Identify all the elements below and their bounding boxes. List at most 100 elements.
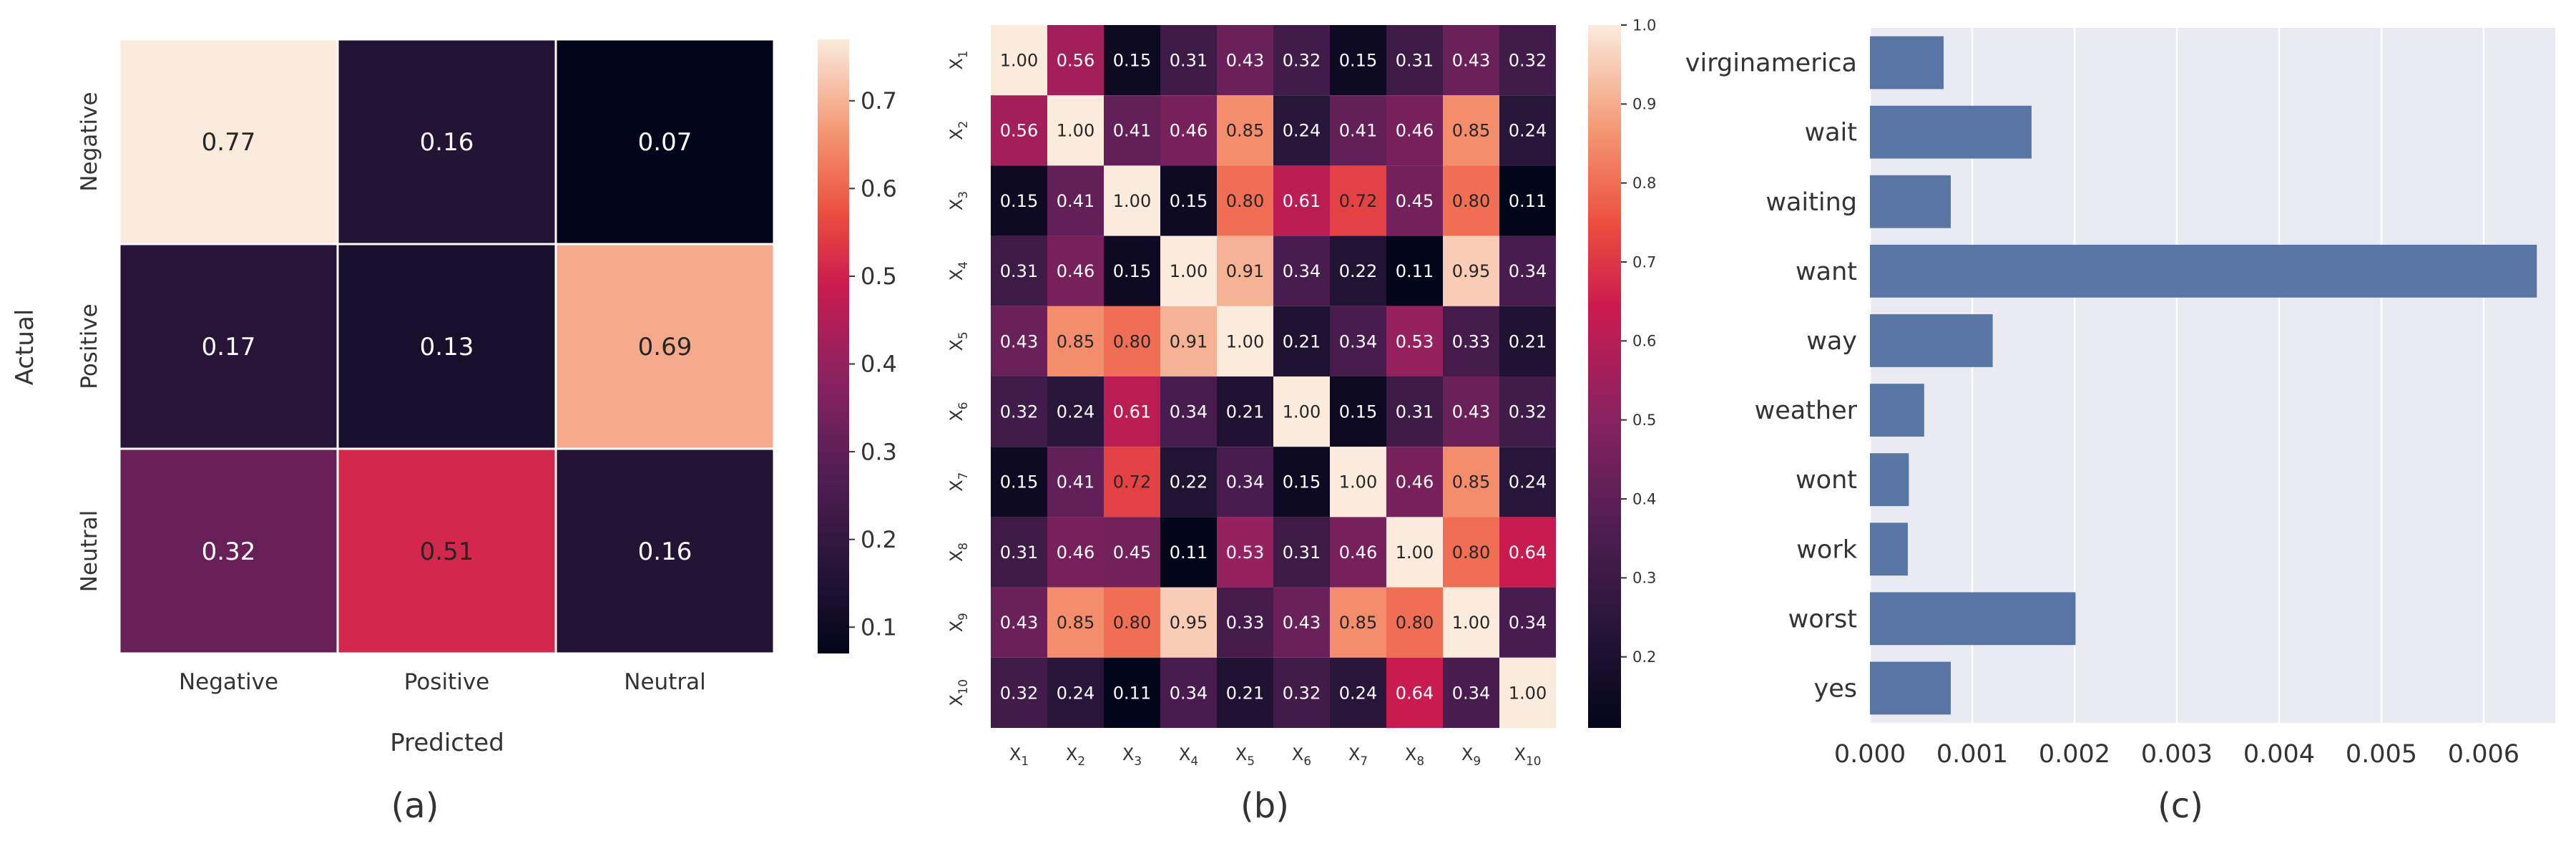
correlation-matrix-colorbar	[1588, 25, 1621, 728]
heatmap-cell	[1330, 25, 1386, 96]
cell-value-label: 0.80	[1452, 191, 1490, 211]
heatmap-cell	[1499, 306, 1556, 376]
heatmap-cell	[1443, 306, 1499, 376]
panel-label-b: (b)	[1240, 786, 1289, 826]
heatmap-cell	[1443, 235, 1499, 306]
heatmap-cell	[1273, 657, 1330, 728]
heatmap-cell	[1160, 235, 1217, 306]
cell-value-label: 0.91	[1226, 261, 1264, 281]
heatmap-cell	[1273, 165, 1330, 236]
confusion-matrix-x-label: Predicted	[390, 729, 504, 757]
heatmap-cell	[1499, 587, 1556, 658]
x-tick-label: Negative	[179, 669, 278, 695]
confusion-matrix-x-ticks: Negative Positive Neutral	[179, 669, 706, 695]
bar	[1870, 244, 2537, 298]
colorbar-tick-label: 0.4	[1632, 490, 1656, 507]
heatmap-cell	[1386, 165, 1443, 236]
heatmap-cell	[1104, 657, 1160, 728]
bar	[1870, 175, 1951, 228]
heatmap-cell	[1443, 165, 1499, 236]
heatmap-cell	[1047, 235, 1104, 306]
heatmap-cell	[1386, 517, 1443, 588]
cell-value-label: 0.51	[420, 538, 474, 566]
heatmap-cell	[1443, 657, 1499, 728]
heatmap-cell	[554, 38, 775, 246]
bar-chart-y-ticks: virginamerica wait waiting want way weather wo…	[1685, 49, 1858, 704]
heatmap-cell	[1499, 25, 1556, 96]
cell-value-label: 0.85	[1226, 121, 1264, 141]
heatmap-cell	[1047, 657, 1104, 728]
cell-value-label: 0.80	[1452, 543, 1490, 563]
y-tick-label: Negative	[77, 92, 102, 191]
heatmap-cell	[991, 657, 1047, 728]
x-tick-label: 0.001	[1936, 740, 2008, 769]
heatmap-cell	[1386, 235, 1443, 306]
heatmap-cell	[1330, 587, 1386, 658]
heatmap-cell	[1160, 447, 1217, 517]
heatmap-cell	[1217, 306, 1273, 376]
cell-value-label: 0.21	[1283, 331, 1321, 351]
cell-value-label: 0.43	[1000, 331, 1038, 351]
correlation-matrix-y-ticks: X1 X2 X3 X4 X5 X6 X7 X8 X9 X10	[946, 51, 970, 706]
heatmap-cell	[1104, 517, 1160, 588]
heatmap-cell	[1104, 25, 1160, 96]
cell-value-label: 0.80	[1396, 613, 1434, 633]
heatmap-cell	[1499, 376, 1556, 447]
cell-value-label: 0.21	[1226, 683, 1264, 703]
bar	[1870, 105, 2032, 159]
x-tick-label: X5	[1235, 744, 1255, 768]
cell-value-label: 0.32	[1000, 683, 1038, 703]
cell-value-label: 0.69	[638, 333, 692, 361]
y-tick-label: weather	[1755, 397, 1858, 425]
cell-value-label: 0.34	[1170, 683, 1208, 703]
heatmap-cell	[1386, 306, 1443, 376]
cell-value-label: 0.24	[1057, 683, 1094, 703]
panel-label-a: (a)	[391, 786, 439, 826]
heatmap-cell	[1499, 447, 1556, 517]
cell-value-label: 0.56	[1000, 121, 1038, 141]
heatmap-cell	[1217, 657, 1273, 728]
y-tick-label: yes	[1814, 674, 1857, 703]
bar-chart-bars	[1870, 36, 2537, 715]
colorbar-tick-label: 0.8	[1632, 175, 1656, 192]
confusion-matrix-y-label: Actual	[11, 309, 39, 386]
heatmap-cell	[1160, 657, 1217, 728]
heatmap-cell	[991, 587, 1047, 658]
confusion-matrix-cells: 0.77 0.16 0.07 0.17 0.13 0.69 0.32 0.51 0.16	[118, 38, 775, 655]
cell-value-label: 0.46	[1170, 121, 1208, 141]
cell-value-label: 0.80	[1226, 191, 1264, 211]
cell-value-label: 0.31	[1396, 402, 1434, 422]
y-tick-label: virginamerica	[1685, 49, 1857, 78]
cell-value-label: 0.11	[1509, 191, 1547, 211]
y-tick-label: X3	[946, 191, 970, 210]
cell-value-label: 0.16	[638, 538, 692, 566]
heatmap-cell	[1160, 517, 1217, 588]
heatmap-cell	[1499, 517, 1556, 588]
cell-value-label: 1.00	[1339, 472, 1377, 492]
bar	[1870, 522, 1908, 576]
colorbar-tick-label: 0.7	[861, 87, 897, 115]
colorbar-tick-label: 0.5	[861, 263, 897, 290]
cell-value-label: 0.21	[1226, 402, 1264, 422]
heatmap-cell	[991, 25, 1047, 96]
heatmap-cell	[1217, 376, 1273, 447]
heatmap-cell	[1386, 95, 1443, 166]
cell-value-label: 0.34	[1452, 683, 1490, 703]
cell-value-label: 0.85	[1339, 613, 1377, 633]
heatmap-cell	[1160, 165, 1217, 236]
heatmap-cell	[1273, 376, 1330, 447]
colorbar-tick-label: 0.2	[861, 526, 897, 553]
cell-value-label: 0.17	[202, 333, 256, 361]
heatmap-cell	[991, 306, 1047, 376]
cell-value-label: 0.46	[1057, 261, 1094, 281]
colorbar-tick-label: 0.6	[861, 175, 897, 203]
cell-value-label: 1.00	[1226, 331, 1264, 351]
y-tick-label: way	[1806, 327, 1857, 356]
heatmap-cell	[1499, 165, 1556, 236]
cell-value-label: 0.80	[1113, 331, 1151, 351]
x-tick-label: 0.005	[2346, 740, 2417, 769]
cell-value-label: 0.07	[638, 128, 692, 157]
heatmap-cell	[1104, 447, 1160, 517]
cell-value-label: 1.00	[1509, 683, 1547, 703]
colorbar-tick-label: 0.4	[861, 351, 897, 378]
